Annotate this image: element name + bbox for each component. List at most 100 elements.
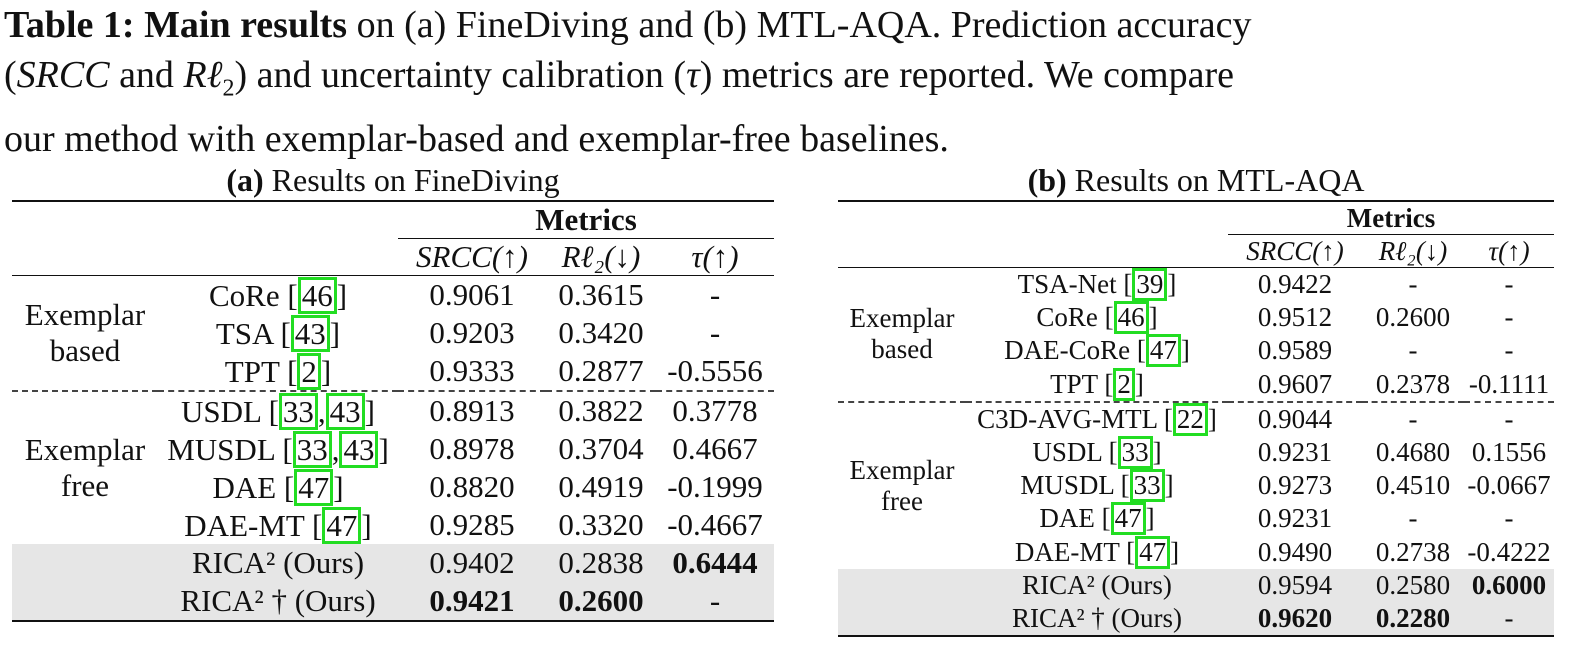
caption-line1-rest: on (a) FineDiving and (b) MTL-AQA. Predi… [347,4,1252,46]
method-label: DAE-MT [184,507,313,543]
citation-link[interactable]: 39 [1132,268,1168,302]
srcc-value: 0.8978 [429,431,515,466]
caption-line-2: (SRCC and Rℓ2) and uncertainty calibrati… [4,50,1584,114]
method-name: RICA² † (Ours) [158,582,398,621]
tau-value: - [1464,400,1554,436]
group-label: Exemplar [849,454,955,485]
srcc-value: 0.9044 [1228,400,1362,436]
citation-link[interactable]: 43 [290,314,330,352]
tau-value: - [1504,503,1514,534]
group-empty [12,582,158,621]
srcc-value: 0.8913 [398,390,546,430]
col-tau: τ(↑) [1464,234,1554,268]
table-row: TSA [43] 0.9203 0.3420 - [12,314,774,352]
caption-rl-sub: 2 [222,75,235,102]
rl2-value: 0.3320 [558,507,644,542]
rl2-value: 0.2838 [546,544,656,582]
rl2-value: 0.3704 [558,431,644,466]
method-label: C3D-AVG-MTL [977,403,1164,434]
citation-link[interactable]: 22 [1172,402,1208,436]
method-name: TPT [2] [224,352,332,390]
citation-link[interactable]: 33 [1129,469,1165,503]
tau-value: - [1504,269,1514,300]
srcc-value: 0.9589 [1257,335,1333,366]
tau-value-best: 0.6000 [1464,568,1554,602]
rl2-value: 0.4919 [558,469,644,504]
table-row: DAE-CoRe [47] 0.9589 - - [838,334,1554,368]
table-row-ours: RICA² † (Ours) 0.9620 0.2280 - [838,601,1554,637]
srcc-value: 0.9422 [1257,269,1333,300]
citation-link[interactable]: 33 [292,430,332,468]
citation-link[interactable]: 46 [297,276,337,314]
rl2-value: - [1362,400,1464,436]
citation-link[interactable]: 47 [294,468,334,506]
column-header-row: SRCC(↑) Rℓ₂(↓) τ(↑) [12,238,774,276]
col-rl2: Rℓ₂(↓) [546,238,656,276]
method-name: C3D-AVG-MTL [22] [966,400,1228,436]
column-header-row: SRCC(↑) Rℓ₂(↓) τ(↑) [838,234,1554,268]
citation-link[interactable]: 2 [1113,367,1135,401]
citation-link[interactable]: 33 [1117,436,1153,470]
srcc-value: 0.9203 [429,315,515,350]
method-name: DAE-MT [47] [1014,535,1180,569]
tau-value: - [1504,335,1514,366]
method-name: RICA² (Ours) [966,568,1228,602]
srcc-value: 0.9285 [429,507,515,542]
col-srcc: SRCC(↑) [1228,234,1362,268]
tau-value: -0.1111 [1468,368,1550,399]
method-label: TSA [215,315,281,351]
citation-link[interactable]: 43 [325,392,365,430]
citation-link[interactable]: 47 [1145,334,1181,368]
tau-value: -0.0667 [1467,470,1551,501]
citation-link[interactable]: 43 [339,430,379,468]
metrics-header: Metrics [1346,202,1436,233]
citation-link[interactable]: 47 [1135,535,1171,569]
tau-value: - [709,315,721,350]
tau-value: -0.1999 [667,469,763,504]
header-empty [838,201,966,235]
method-name: DAE-CoRe [47] [1004,334,1190,368]
method-label: USDL [1032,437,1109,468]
citation-link[interactable]: 33 [278,392,318,430]
method-label: DAE-MT [1014,536,1127,567]
table-row: DAE [47] 0.9231 - - [838,502,1554,536]
caption-text: ) metrics are reported. We compare [699,54,1234,96]
group-empty [12,544,158,582]
method-name: RICA² (Ours) [158,544,398,582]
tau-value: - [1504,302,1514,333]
table-row: MUSDL [33, 43] 0.8978 0.3704 0.4667 [12,430,774,468]
group-empty [838,601,966,637]
tau-value: - [709,277,721,312]
caption-line-3: our method with exemplar-based and exemp… [4,117,949,160]
tau-value: - [656,582,774,621]
rl2-value: 0.3615 [558,277,644,312]
method-name: CoRe [46] [1036,301,1158,335]
method-name: MUSDL [33, 43] [167,430,389,468]
table-row: MUSDL [33] 0.9273 0.4510 -0.0667 [838,469,1554,503]
method-label: TPT [224,353,288,389]
rl2-value: 0.2738 [1375,536,1451,567]
method-label: TSA-Net [1017,269,1124,300]
table-row: CoRe [46] 0.9512 0.2600 - [838,301,1554,335]
srcc-value: 0.9490 [1257,536,1333,567]
method-name: TSA-Net [39] [1017,268,1177,302]
method-label: CoRe [1036,302,1105,333]
tau-value: -0.5556 [667,353,763,388]
header-empty [158,201,398,239]
citation-link[interactable]: 46 [1113,301,1149,335]
panel-a-title-label: (a) [226,162,264,198]
panel-mtl-aqa: (b) Results on MTL-AQA Metrics SRCC(↑) R… [838,160,1554,637]
results-table-finediving: Metrics SRCC(↑) Rℓ₂(↓) τ(↑) Exemplar base… [12,200,774,622]
table-row: DAE-MT [47] 0.9490 0.2738 -0.4222 [838,535,1554,569]
citation-link[interactable]: 47 [322,506,362,544]
group-label: Exemplar [24,432,146,467]
rl2-value: 0.3822 [546,390,656,430]
tau-value: -0.4667 [667,507,763,542]
method-name: TPT [2] [1050,367,1144,401]
header-row: Metrics [12,201,774,239]
citation-link[interactable]: 47 [1110,502,1146,536]
table-row: Exemplar based TSA-Net [39] 0.9422 - - [838,268,1554,364]
group-exemplar-based: Exemplar based [838,268,966,402]
group-label: Exemplar [849,303,955,334]
citation-link[interactable]: 2 [297,352,321,390]
